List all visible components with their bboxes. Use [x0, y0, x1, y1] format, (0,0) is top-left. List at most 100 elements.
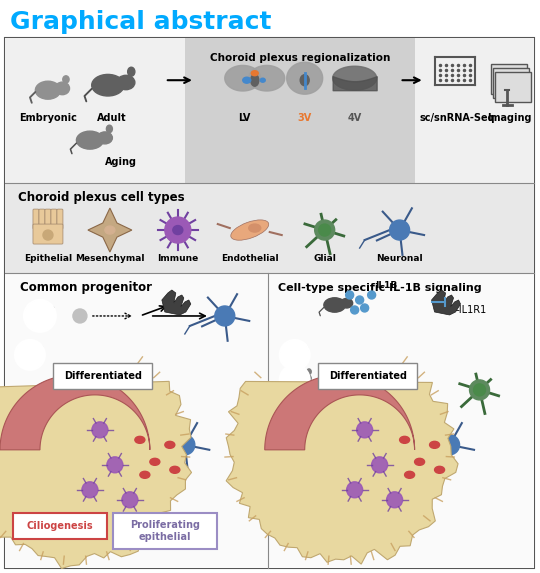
FancyBboxPatch shape	[57, 209, 63, 229]
Ellipse shape	[300, 374, 311, 383]
Circle shape	[346, 291, 354, 299]
FancyBboxPatch shape	[492, 68, 530, 98]
Text: Neuronal: Neuronal	[376, 253, 423, 262]
Text: Imaging: Imaging	[487, 113, 532, 123]
Text: 4V: 4V	[348, 113, 362, 123]
Ellipse shape	[404, 472, 415, 478]
Circle shape	[280, 340, 310, 370]
Ellipse shape	[31, 310, 49, 322]
Ellipse shape	[348, 293, 353, 299]
Text: Epithelial: Epithelial	[24, 253, 72, 262]
Polygon shape	[226, 382, 458, 564]
FancyBboxPatch shape	[318, 363, 416, 389]
Ellipse shape	[170, 466, 180, 473]
Polygon shape	[162, 290, 191, 315]
Ellipse shape	[415, 458, 424, 465]
Circle shape	[122, 492, 138, 508]
Ellipse shape	[135, 437, 145, 444]
Text: Mesenchymal: Mesenchymal	[75, 253, 145, 262]
Ellipse shape	[251, 74, 259, 86]
FancyBboxPatch shape	[268, 273, 535, 568]
Text: Aging: Aging	[105, 157, 137, 167]
Circle shape	[372, 457, 388, 473]
Circle shape	[215, 306, 235, 326]
Ellipse shape	[285, 374, 305, 387]
Text: Endothelial: Endothelial	[221, 253, 279, 262]
Ellipse shape	[324, 298, 346, 312]
FancyBboxPatch shape	[5, 183, 535, 273]
Polygon shape	[249, 65, 285, 91]
Ellipse shape	[106, 125, 112, 133]
Text: Choroid plexus regionalization: Choroid plexus regionalization	[210, 53, 390, 63]
Circle shape	[390, 220, 410, 240]
Circle shape	[350, 306, 359, 314]
Ellipse shape	[299, 350, 308, 358]
Ellipse shape	[173, 226, 183, 234]
Ellipse shape	[97, 132, 112, 144]
Ellipse shape	[165, 441, 175, 448]
Circle shape	[15, 340, 45, 370]
Ellipse shape	[55, 82, 70, 95]
Text: Immune: Immune	[157, 253, 198, 262]
Ellipse shape	[400, 437, 410, 444]
FancyBboxPatch shape	[490, 64, 528, 94]
Circle shape	[470, 380, 490, 400]
Ellipse shape	[341, 299, 353, 308]
FancyBboxPatch shape	[51, 209, 57, 229]
Text: Adult: Adult	[97, 113, 127, 123]
Circle shape	[440, 435, 460, 455]
Circle shape	[347, 482, 363, 498]
Text: Differentiated: Differentiated	[329, 371, 407, 381]
Ellipse shape	[307, 369, 311, 374]
Text: Choroid plexus cell types: Choroid plexus cell types	[18, 191, 185, 203]
Circle shape	[368, 291, 376, 299]
Text: Ciliogenesis: Ciliogenesis	[26, 521, 93, 531]
FancyBboxPatch shape	[33, 209, 39, 229]
Ellipse shape	[150, 458, 160, 465]
Polygon shape	[287, 62, 323, 94]
FancyBboxPatch shape	[39, 209, 45, 229]
Polygon shape	[265, 375, 415, 450]
Ellipse shape	[140, 472, 150, 478]
Circle shape	[319, 224, 330, 236]
Text: Differentiated: Differentiated	[64, 371, 142, 381]
Polygon shape	[431, 290, 461, 315]
FancyBboxPatch shape	[5, 38, 535, 183]
FancyBboxPatch shape	[495, 72, 531, 102]
Ellipse shape	[127, 67, 135, 76]
Circle shape	[43, 230, 53, 240]
Circle shape	[82, 482, 98, 498]
Ellipse shape	[430, 441, 440, 448]
Ellipse shape	[249, 224, 261, 232]
Circle shape	[474, 384, 485, 396]
FancyBboxPatch shape	[185, 38, 415, 183]
Circle shape	[280, 365, 310, 395]
Text: Cell-type specific IL-1B signaling: Cell-type specific IL-1B signaling	[278, 283, 481, 293]
Ellipse shape	[105, 226, 115, 234]
Text: —IL1R1: —IL1R1	[450, 305, 487, 315]
FancyBboxPatch shape	[53, 363, 152, 389]
Text: Graphical abstract: Graphical abstract	[10, 10, 272, 34]
Ellipse shape	[22, 350, 38, 360]
Circle shape	[24, 300, 56, 332]
Text: Glial: Glial	[313, 253, 336, 262]
Text: Proliferating
epithelial: Proliferating epithelial	[130, 520, 200, 541]
Circle shape	[387, 492, 403, 508]
Circle shape	[361, 304, 369, 312]
FancyBboxPatch shape	[45, 209, 51, 229]
Circle shape	[175, 435, 195, 455]
Ellipse shape	[304, 346, 308, 351]
Text: IL1B: IL1B	[375, 281, 397, 289]
FancyBboxPatch shape	[5, 273, 268, 568]
Text: LV: LV	[239, 113, 251, 123]
Ellipse shape	[35, 350, 43, 358]
Polygon shape	[88, 208, 132, 252]
Ellipse shape	[45, 311, 55, 319]
Ellipse shape	[117, 75, 135, 90]
FancyBboxPatch shape	[113, 513, 217, 549]
Ellipse shape	[251, 70, 258, 76]
Ellipse shape	[435, 466, 444, 473]
Text: sc/snRNA-Seq: sc/snRNA-Seq	[420, 113, 495, 123]
Text: Common progenitor: Common progenitor	[20, 281, 152, 295]
Circle shape	[356, 296, 363, 304]
